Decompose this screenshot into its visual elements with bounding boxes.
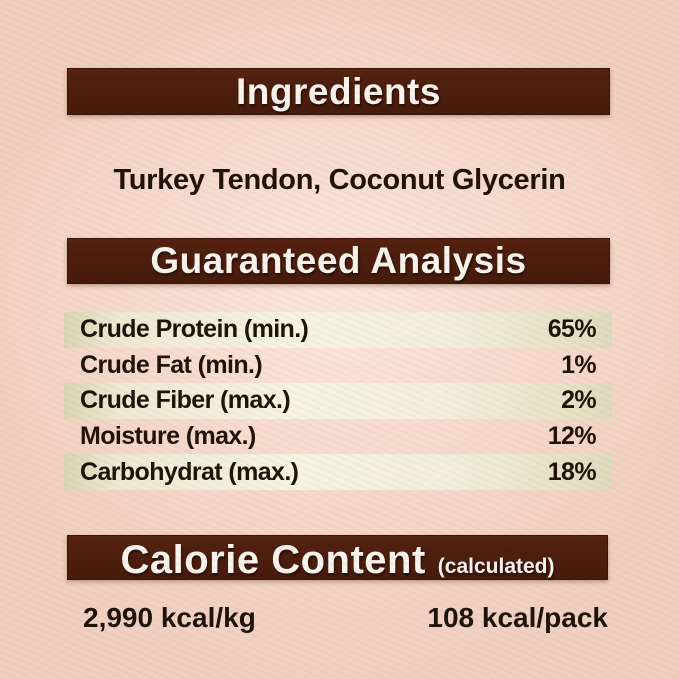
table-row: Crude Fiber (max.) 2% bbox=[64, 383, 612, 419]
guaranteed-analysis-table: Crude Protein (min.) 65% Crude Fat (min.… bbox=[64, 312, 612, 490]
row-label: Crude Protein (min.) bbox=[80, 315, 309, 344]
row-label: Crude Fat (min.) bbox=[80, 350, 263, 379]
row-value: 1% bbox=[561, 350, 597, 379]
row-label: Moisture (max.) bbox=[80, 422, 256, 451]
table-row: Carbohydrat (max.) 18% bbox=[64, 454, 612, 490]
guaranteed-analysis-title: Guaranteed Analysis bbox=[150, 240, 527, 281]
row-value: 12% bbox=[547, 422, 597, 451]
calorie-content-subtitle: (calculated) bbox=[437, 555, 555, 578]
row-value: 2% bbox=[561, 386, 597, 415]
row-value: 65% bbox=[547, 315, 597, 344]
kcal-per-pack-value: 108 kcal/pack bbox=[427, 602, 608, 633]
guaranteed-analysis-header-bar: Guaranteed Analysis bbox=[67, 238, 610, 284]
ingredients-list: Turkey Tendon, Coconut Glycerin bbox=[113, 164, 566, 196]
table-row: Crude Protein (min.) 65% bbox=[64, 312, 612, 348]
calorie-values-row: 2,990 kcal/kg 108 kcal/pack bbox=[0, 601, 679, 635]
table-row: Crude Fat (min.) 1% bbox=[64, 348, 612, 384]
calorie-content-header-bar: Calorie Content (calculated) bbox=[67, 535, 608, 582]
ingredients-title: Ingredients bbox=[236, 70, 441, 112]
kcal-per-kg-value: 2,990 kcal/kg bbox=[83, 602, 256, 633]
row-label: Crude Fiber (max.) bbox=[80, 386, 291, 415]
calorie-content-title: Calorie Content bbox=[120, 538, 426, 582]
row-value: 18% bbox=[547, 457, 597, 486]
row-label: Carbohydrat (max.) bbox=[80, 457, 299, 486]
ingredients-header-bar: Ingredients bbox=[67, 68, 610, 115]
table-row: Moisture (max.) 12% bbox=[64, 419, 612, 455]
